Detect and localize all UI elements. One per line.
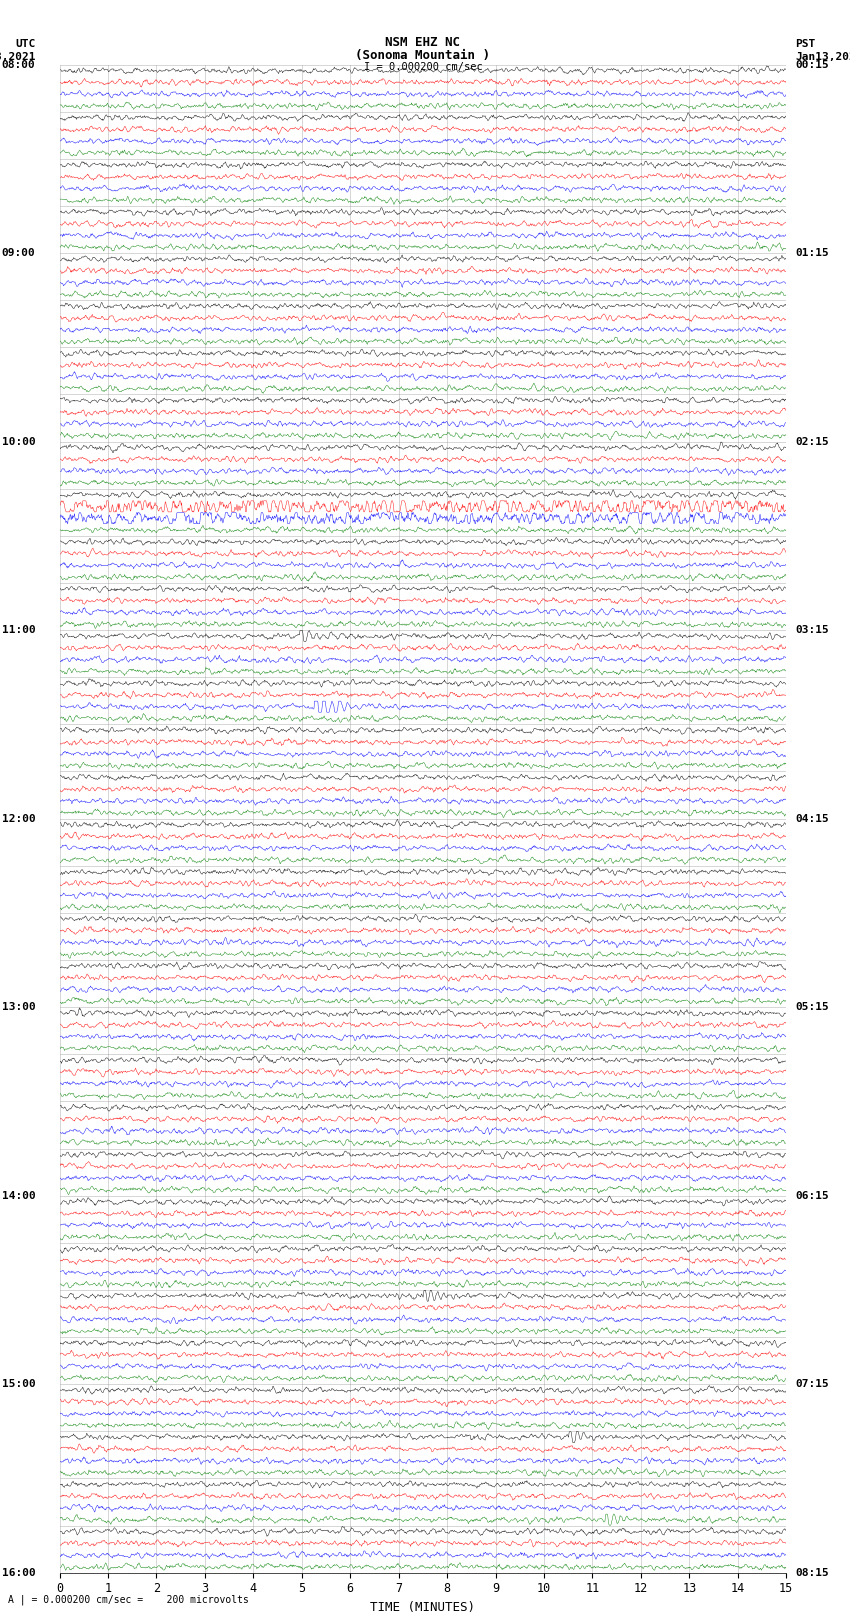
Text: Jan13,2021: Jan13,2021 xyxy=(795,52,850,61)
Text: 08:00: 08:00 xyxy=(2,60,36,69)
Text: 04:15: 04:15 xyxy=(795,813,829,824)
Text: 16:00: 16:00 xyxy=(2,1568,36,1578)
Text: 06:15: 06:15 xyxy=(795,1190,829,1200)
Text: 02:15: 02:15 xyxy=(795,437,829,447)
Text: 09:00: 09:00 xyxy=(2,248,36,258)
Text: PST: PST xyxy=(795,39,815,50)
Text: Jan13,2021: Jan13,2021 xyxy=(0,52,36,61)
Text: 01:15: 01:15 xyxy=(795,248,829,258)
Text: 12:00: 12:00 xyxy=(2,813,36,824)
Text: 10:00: 10:00 xyxy=(2,437,36,447)
Text: (Sonoma Mountain ): (Sonoma Mountain ) xyxy=(355,48,490,61)
Text: NSM EHZ NC: NSM EHZ NC xyxy=(385,37,461,50)
Text: 07:15: 07:15 xyxy=(795,1379,829,1389)
Text: 11:00: 11:00 xyxy=(2,626,36,636)
X-axis label: TIME (MINUTES): TIME (MINUTES) xyxy=(371,1602,475,1613)
Text: 05:15: 05:15 xyxy=(795,1002,829,1011)
Text: I = 0.000200 cm/sec: I = 0.000200 cm/sec xyxy=(364,61,482,73)
Text: 03:15: 03:15 xyxy=(795,626,829,636)
Text: UTC: UTC xyxy=(15,39,36,50)
Text: 13:00: 13:00 xyxy=(2,1002,36,1011)
Text: 08:15: 08:15 xyxy=(795,1568,829,1578)
Text: A | = 0.000200 cm/sec =    200 microvolts: A | = 0.000200 cm/sec = 200 microvolts xyxy=(8,1594,249,1605)
Text: 00:15: 00:15 xyxy=(795,60,829,69)
Text: 15:00: 15:00 xyxy=(2,1379,36,1389)
Text: 14:00: 14:00 xyxy=(2,1190,36,1200)
